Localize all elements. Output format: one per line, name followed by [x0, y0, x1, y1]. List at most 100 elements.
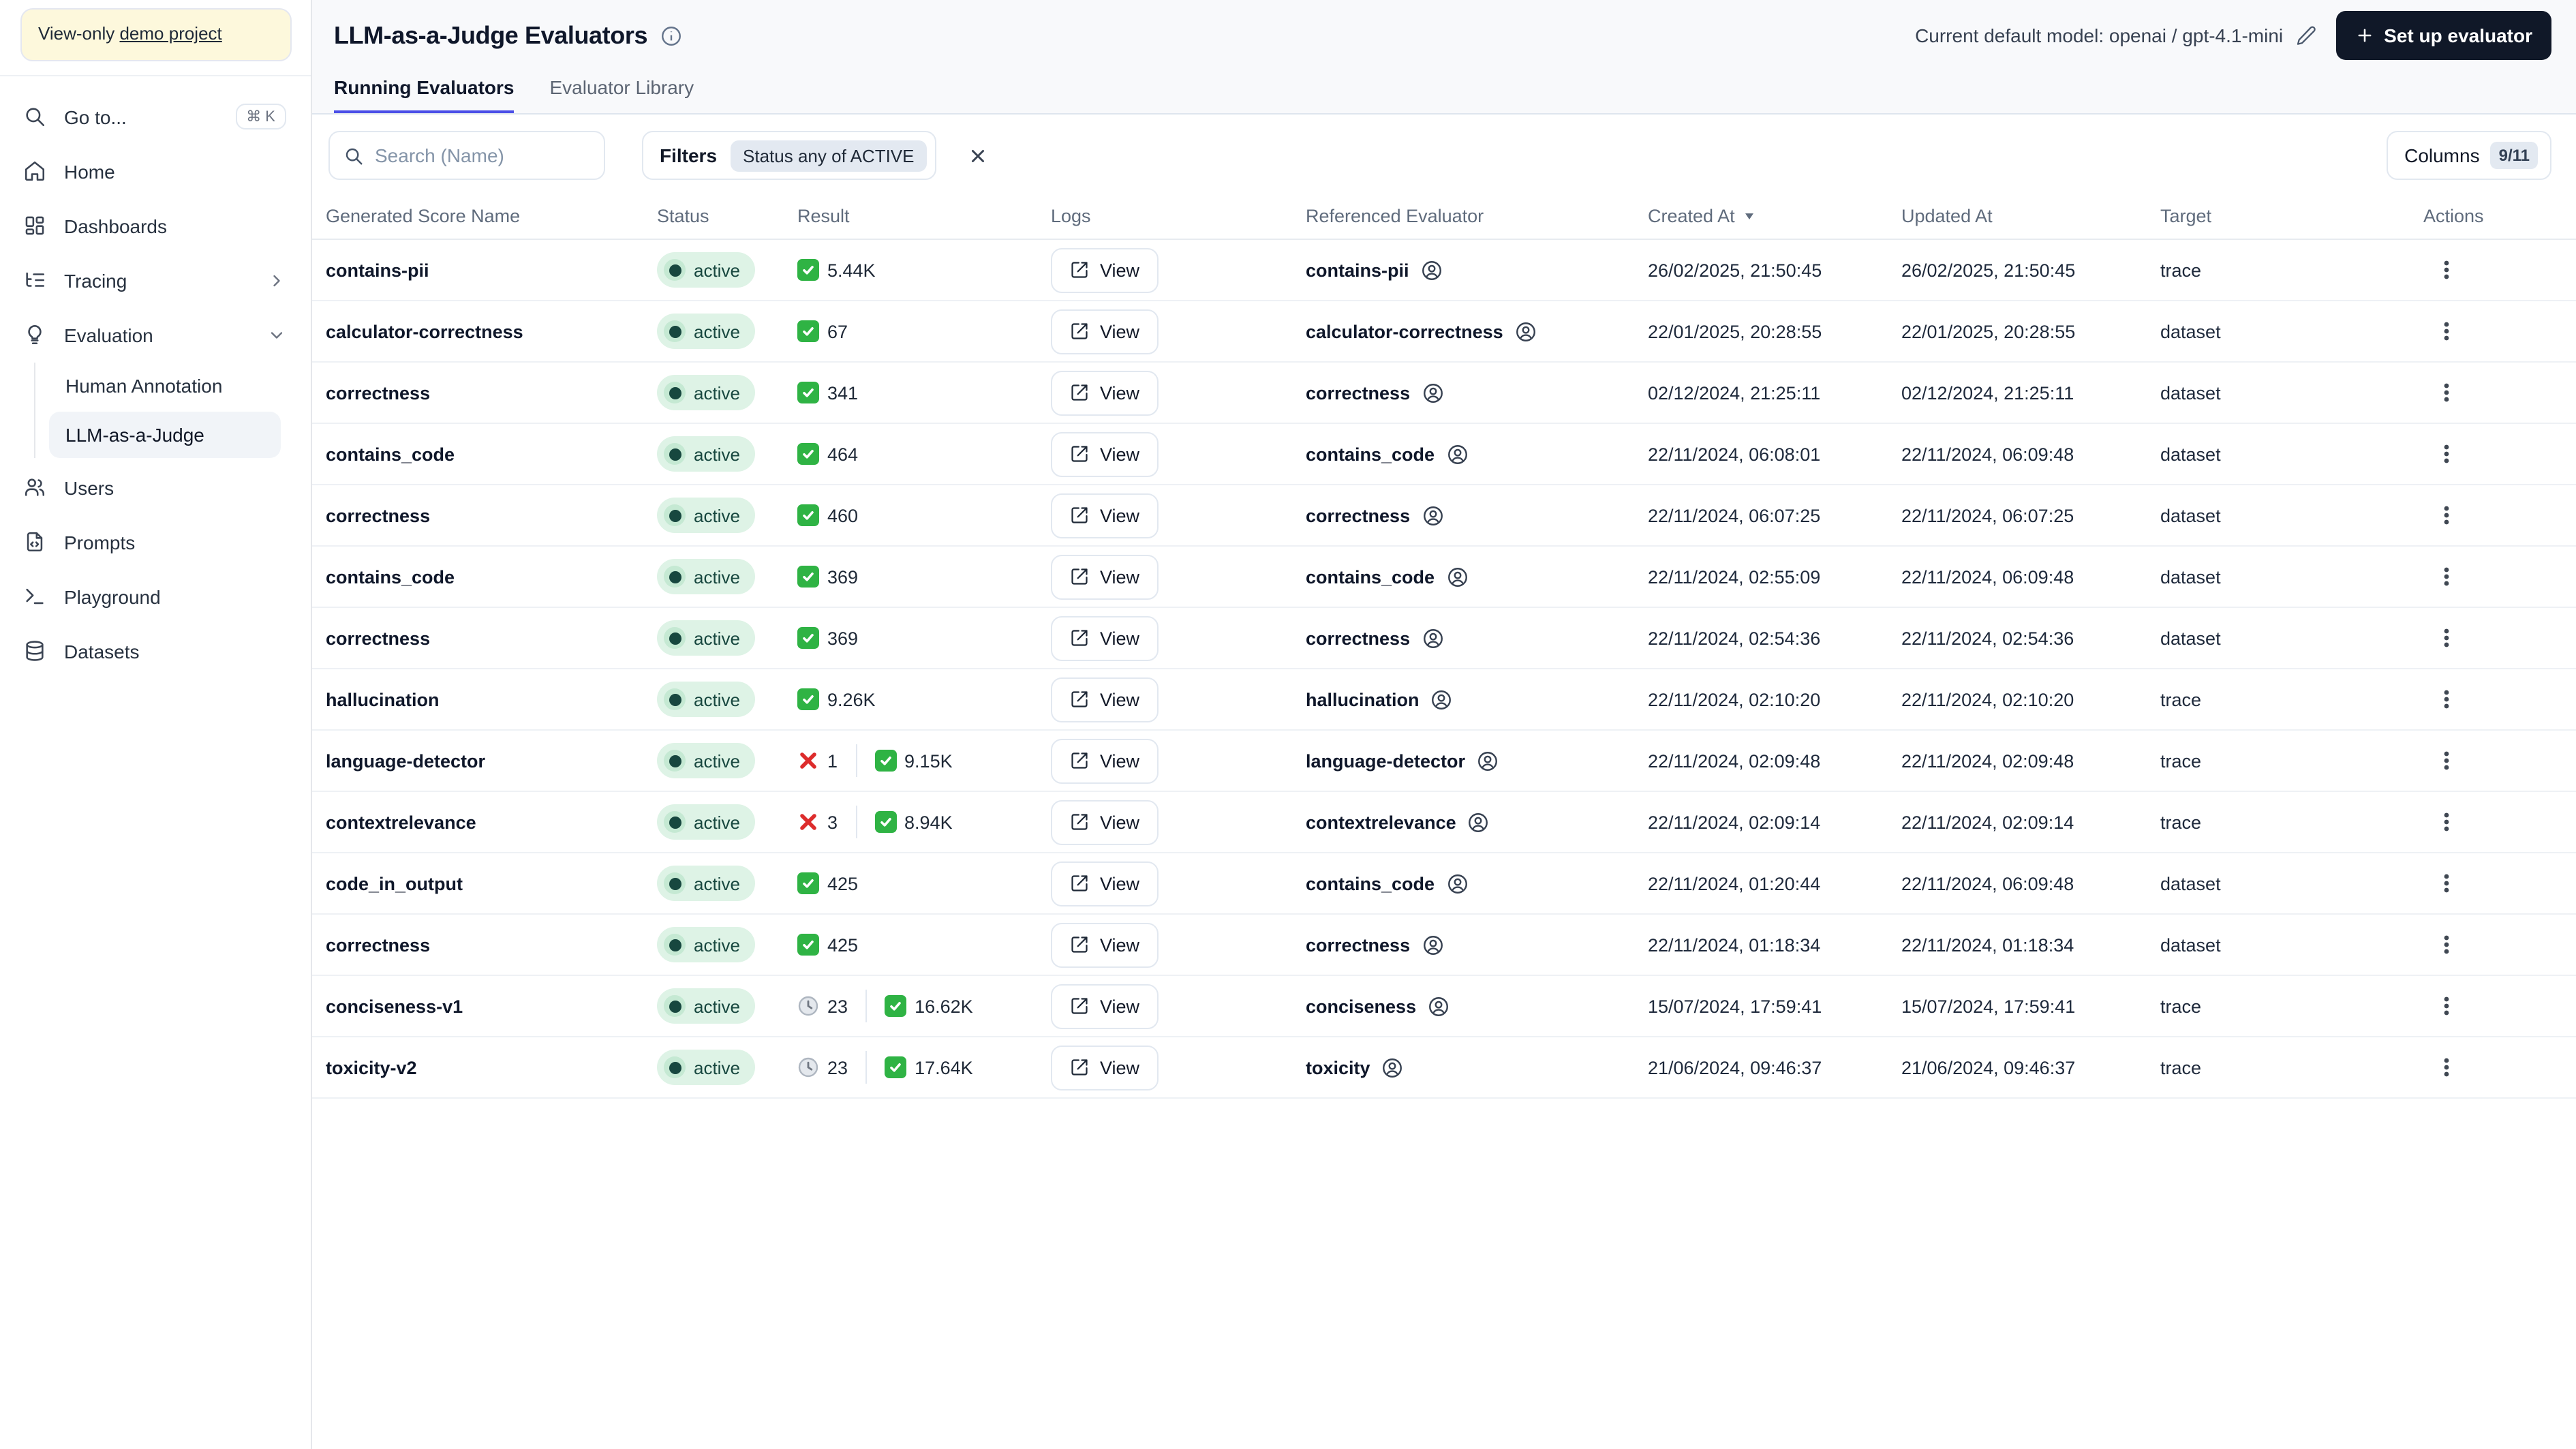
row-actions-kebab[interactable] [2426, 617, 2467, 658]
sidebar-nav: Go to... ⌘ K Home Dashboards Tracing Eva… [0, 76, 311, 679]
sidebar-item-go-to[interactable]: Go to... ⌘ K [16, 90, 294, 144]
referenced-evaluator-link[interactable]: correctness [1306, 382, 1411, 403]
clear-filters-button[interactable] [960, 136, 998, 174]
row-actions-kebab[interactable] [2426, 802, 2467, 842]
view-logs-button[interactable]: View [1051, 799, 1159, 844]
referenced-evaluator-link[interactable]: hallucination [1306, 689, 1420, 710]
row-actions-kebab[interactable] [2426, 986, 2467, 1026]
lightbulb-icon [23, 324, 46, 347]
sidebar-item-tracing[interactable]: Tracing [16, 254, 294, 308]
row-actions-kebab[interactable] [2426, 863, 2467, 904]
tab-evaluator-library[interactable]: Evaluator Library [549, 76, 694, 98]
sidebar-item-datasets[interactable]: Datasets [16, 624, 294, 679]
table-row[interactable]: correctness active 341 View correctness … [312, 363, 2576, 424]
external-link-icon [1070, 506, 1089, 525]
referenced-evaluator-link[interactable]: toxicity [1306, 1057, 1370, 1078]
sidebar-item-users[interactable]: Users [16, 461, 294, 515]
referenced-evaluator-link[interactable]: correctness [1306, 628, 1411, 648]
row-actions-kebab[interactable] [2426, 311, 2467, 352]
column-header-status[interactable]: Status [657, 205, 709, 226]
view-logs-button[interactable]: View [1051, 861, 1159, 906]
row-actions-kebab[interactable] [2426, 372, 2467, 413]
table-row[interactable]: hallucination active 9.26K View hallucin… [312, 669, 2576, 731]
table-row[interactable]: calculator-correctness active 67 View ca… [312, 301, 2576, 363]
view-logs-button[interactable]: View [1051, 554, 1159, 599]
column-header-created-at[interactable]: Created At [1648, 205, 1901, 226]
referenced-evaluator-link[interactable]: contains-pii [1306, 260, 1409, 280]
status-badge: active [657, 436, 755, 472]
sidebar-item-evaluation[interactable]: Evaluation [16, 308, 294, 363]
view-logs-button[interactable]: View [1051, 493, 1159, 538]
column-header-referenced-evaluator[interactable]: Referenced Evaluator [1306, 205, 1484, 226]
row-actions-kebab[interactable] [2426, 924, 2467, 965]
view-logs-button[interactable]: View [1051, 309, 1159, 354]
sidebar-item-llm-as-a-judge[interactable]: LLM-as-a-Judge [49, 411, 281, 458]
view-logs-button[interactable]: View [1051, 247, 1159, 292]
column-header-result[interactable]: Result [797, 205, 850, 226]
terminal-icon [23, 585, 46, 609]
table-row[interactable]: toxicity-v2 active 23 17.64K View toxicit… [312, 1037, 2576, 1099]
table-row[interactable]: language-detector active 1 9.15K View lan… [312, 731, 2576, 792]
referenced-evaluator-link[interactable]: contains_code [1306, 566, 1435, 587]
view-logs-button[interactable]: View [1051, 677, 1159, 722]
table-row[interactable]: contextrelevance active 3 8.94K View cont… [312, 792, 2576, 853]
table-row[interactable]: conciseness-v1 active 23 16.62K View conc… [312, 976, 2576, 1037]
sidebar-item-playground[interactable]: Playground [16, 570, 294, 624]
project-link[interactable]: demo project [119, 23, 222, 44]
column-header-actions[interactable]: Actions [2423, 205, 2484, 226]
table-row[interactable]: correctness active 425 View correctness … [312, 915, 2576, 976]
referenced-evaluator-link[interactable]: correctness [1306, 934, 1411, 955]
sidebar-item-dashboards[interactable]: Dashboards [16, 199, 294, 254]
column-header-updated-at[interactable]: Updated At [1901, 205, 1993, 226]
referenced-evaluator-link[interactable]: language-detector [1306, 750, 1466, 771]
edit-model-pencil-icon[interactable] [2295, 25, 2317, 46]
setup-evaluator-button[interactable]: Set up evaluator [2336, 11, 2551, 60]
sidebar-item-human-annotation[interactable]: Human Annotation [65, 374, 223, 397]
column-header-generated-score-name[interactable]: Generated Score Name [326, 205, 521, 226]
table-row[interactable]: correctness active 460 View correctness … [312, 485, 2576, 547]
tab-running-evaluators[interactable]: Running Evaluators [334, 76, 515, 113]
table-row[interactable]: correctness active 369 View correctness … [312, 608, 2576, 669]
view-logs-button[interactable]: View [1051, 431, 1159, 476]
referenced-evaluator-link[interactable]: calculator-correctness [1306, 321, 1503, 341]
row-actions-kebab[interactable] [2426, 679, 2467, 720]
columns-button[interactable]: Columns 9/11 [2387, 131, 2551, 180]
view-logs-button[interactable]: View [1051, 615, 1159, 660]
sidebar-item-home[interactable]: Home [16, 144, 294, 199]
filters-button[interactable]: Filters Status any of ACTIVE [642, 131, 936, 180]
row-actions-kebab[interactable] [2426, 1047, 2467, 1088]
status-text: active [694, 750, 740, 771]
view-logs-button[interactable]: View [1051, 922, 1159, 967]
row-actions-kebab[interactable] [2426, 740, 2467, 781]
info-icon[interactable] [660, 24, 683, 47]
row-actions-kebab[interactable] [2426, 495, 2467, 536]
fail-cross-icon [797, 811, 819, 833]
pass-count: 369 [827, 628, 859, 648]
search-input[interactable] [375, 144, 590, 166]
row-actions-kebab[interactable] [2426, 249, 2467, 290]
table-row[interactable]: code_in_output active 425 View contains_… [312, 853, 2576, 915]
row-actions-kebab[interactable] [2426, 433, 2467, 474]
column-header-logs[interactable]: Logs [1051, 205, 1091, 226]
result-cell: 341 [797, 382, 1051, 403]
filter-chip-status[interactable]: Status any of ACTIVE [731, 140, 927, 171]
view-logs-button[interactable]: View [1051, 738, 1159, 783]
column-header-target[interactable]: Target [2160, 205, 2212, 226]
sidebar-item-prompts[interactable]: Prompts [16, 515, 294, 570]
referenced-evaluator-link[interactable]: conciseness [1306, 996, 1417, 1016]
row-actions-kebab[interactable] [2426, 556, 2467, 597]
table-row[interactable]: contains_code active 464 View contains_c… [312, 424, 2576, 485]
pass-count: 425 [827, 934, 859, 955]
table-row[interactable]: contains_code active 369 View contains_c… [312, 547, 2576, 608]
evaluation-submenu: Human Annotation LLM-as-a-Judge [34, 362, 294, 458]
view-logs-button[interactable]: View [1051, 1045, 1159, 1090]
referenced-evaluator-link[interactable]: contains_code [1306, 444, 1435, 464]
table-row[interactable]: contains-pii active 5.44K View contains-… [312, 240, 2576, 301]
view-logs-button[interactable]: View [1051, 983, 1159, 1028]
referenced-evaluator-link[interactable]: contains_code [1306, 873, 1435, 894]
view-logs-button[interactable]: View [1051, 370, 1159, 415]
referenced-evaluator-link[interactable]: correctness [1306, 505, 1411, 525]
updated-at: 22/11/2024, 06:09:48 [1901, 444, 2074, 464]
referenced-evaluator-link[interactable]: contextrelevance [1306, 812, 1456, 832]
target: dataset [2160, 566, 2221, 587]
